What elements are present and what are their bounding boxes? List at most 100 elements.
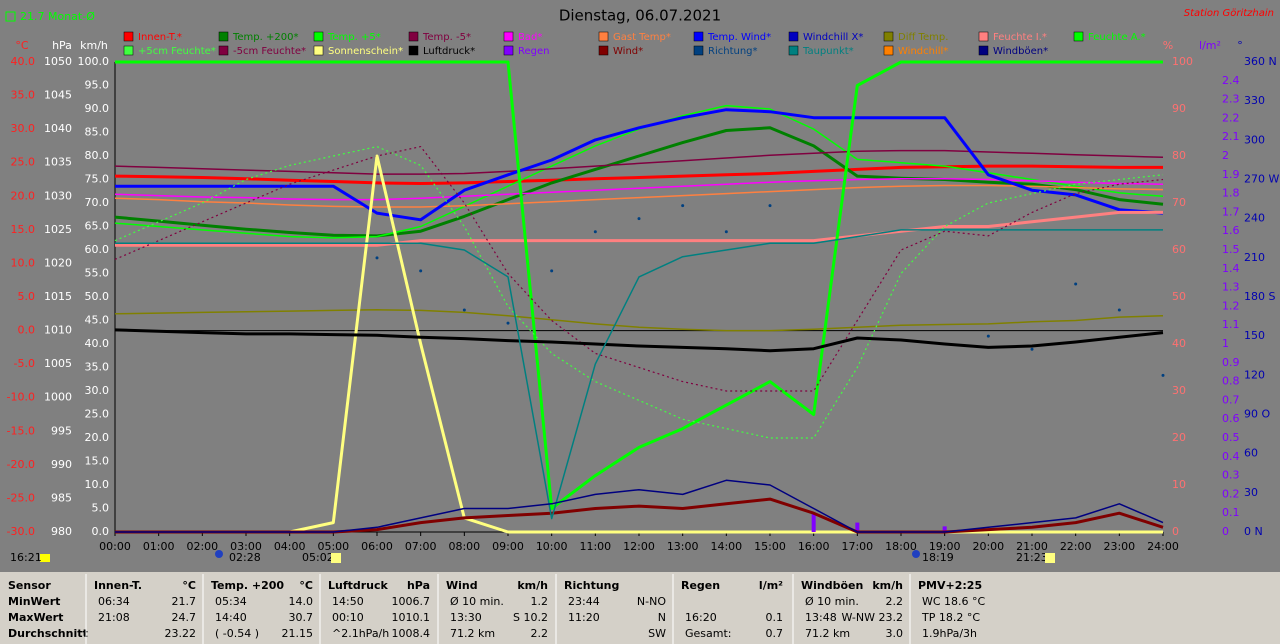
y-tick-label: 1035 bbox=[44, 156, 72, 169]
y-tick-label: 360 N bbox=[1244, 55, 1277, 68]
legend-swatch bbox=[123, 31, 134, 42]
y-tick-label: 2 bbox=[1222, 149, 1229, 162]
legend-label: Sonnenschein* bbox=[328, 46, 403, 57]
y-tick-label: 1.4 bbox=[1222, 262, 1240, 275]
y-tick-label: 10.0 bbox=[11, 256, 36, 269]
summary-table: Sensor MinWert MaxWert Durchschnitt Innen-T.… bbox=[8, 574, 986, 644]
y-tick-label: 30.0 bbox=[11, 122, 36, 135]
y-tick-label: 40.0 bbox=[11, 55, 36, 68]
direction-dot bbox=[550, 269, 554, 273]
legend-swatch bbox=[978, 45, 989, 56]
series-line bbox=[114, 146, 1164, 392]
y-tick-label: 50.0 bbox=[85, 290, 110, 303]
y-tick-label: 1.5 bbox=[1222, 243, 1240, 256]
y-tick-label: 90.0 bbox=[85, 102, 110, 115]
row-label: MinWert bbox=[8, 595, 60, 608]
legend-label: Gast Temp* bbox=[613, 32, 671, 43]
legend-label: Bad* bbox=[518, 32, 542, 43]
cell: Gesamt: bbox=[685, 627, 732, 640]
y-tick-label: 0.0 bbox=[18, 324, 36, 337]
legend-swatch bbox=[218, 45, 229, 56]
y-tick-label: 90 O bbox=[1244, 408, 1270, 421]
direction-dot bbox=[1074, 282, 1078, 286]
y-tick-label: 0.5 bbox=[1222, 431, 1240, 444]
cell: 23:44 bbox=[568, 595, 600, 608]
y-tick-label: -30.0 bbox=[7, 525, 35, 538]
y-tick-label: 75.0 bbox=[85, 173, 110, 186]
row-label: MaxWert bbox=[8, 611, 63, 624]
y-tick-label: 1020 bbox=[44, 256, 72, 269]
direction-dot bbox=[1030, 347, 1034, 351]
legend-swatch bbox=[408, 31, 419, 42]
group-title: Richtung bbox=[564, 579, 619, 592]
series-line bbox=[114, 146, 1164, 439]
cell: ( -0.54 ) bbox=[215, 627, 259, 640]
y-tick-label: 15.0 bbox=[85, 455, 110, 468]
cell: 16:20 bbox=[685, 611, 717, 624]
y-tick-label: 180 S bbox=[1244, 290, 1275, 303]
y-tick-label: 25.0 bbox=[85, 408, 110, 421]
y-tick-label: 0.0 bbox=[92, 525, 110, 538]
y-tick-label: 35.0 bbox=[85, 361, 110, 374]
y-tick-label: 1.1 bbox=[1222, 318, 1240, 331]
y-tick-label: 0 N bbox=[1244, 525, 1263, 538]
x-tick-label: 22:00 bbox=[1060, 540, 1092, 553]
x-tick-label: 04:00 bbox=[274, 540, 306, 553]
y-tick-label: 0.3 bbox=[1222, 469, 1240, 482]
legend-swatch bbox=[503, 31, 514, 42]
direction-dot bbox=[637, 217, 641, 221]
x-tick-label: 09:00 bbox=[492, 540, 524, 553]
x-tick-label: 18:00 bbox=[885, 540, 917, 553]
series-line bbox=[114, 178, 1164, 201]
y-tick-label: 1.9 bbox=[1222, 168, 1240, 181]
legend-label: -5cm Feuchte* bbox=[233, 46, 306, 57]
y-tick-label: -5.0 bbox=[14, 357, 35, 370]
group-unit: l/m² bbox=[759, 579, 783, 592]
direction-dot bbox=[462, 308, 466, 312]
y-tick-label: 0.2 bbox=[1222, 487, 1240, 500]
y-tick-label: 2.3 bbox=[1222, 93, 1240, 106]
series-line bbox=[114, 328, 1164, 353]
legend-label: Innen-T.* bbox=[138, 32, 182, 43]
x-tick-label: 01:00 bbox=[143, 540, 175, 553]
y-tick-label: 5.0 bbox=[92, 502, 110, 515]
sunset-time: 21:23 bbox=[1016, 551, 1048, 564]
legend-label: +5cm Feuchte* bbox=[138, 46, 216, 57]
legend-swatch bbox=[693, 45, 704, 56]
cell: 1.2 bbox=[531, 595, 549, 608]
y-tick-label: 1015 bbox=[44, 290, 72, 303]
legend-label: Regen bbox=[518, 46, 550, 57]
x-tick-label: 02:00 bbox=[186, 540, 218, 553]
cell: 00:10 bbox=[332, 611, 364, 624]
x-tick-label: 03:00 bbox=[230, 540, 262, 553]
y-tick-label: 0.4 bbox=[1222, 450, 1240, 463]
group-title: Temp. +200 bbox=[211, 579, 284, 592]
x-tick-label: 16:00 bbox=[798, 540, 830, 553]
legend-label: Richtung* bbox=[708, 46, 758, 57]
cell: 30.7 bbox=[289, 611, 314, 624]
legend-swatch bbox=[503, 45, 514, 56]
x-tick-label: 05:00 bbox=[317, 540, 349, 553]
legend-swatch bbox=[788, 45, 799, 56]
series-line bbox=[115, 479, 1164, 533]
y-tick-label: 35.0 bbox=[11, 89, 36, 102]
y-tick-label: 100.0 bbox=[78, 55, 110, 68]
group-title: Innen-T. bbox=[94, 579, 142, 592]
group-title: Regen bbox=[681, 579, 720, 592]
x-tick-label: 14:00 bbox=[710, 540, 742, 553]
cell: 0.1 bbox=[766, 611, 784, 624]
y-tick-label: 1.3 bbox=[1222, 281, 1240, 294]
y-tick-label: 80 bbox=[1172, 149, 1186, 162]
legend-swatch bbox=[1073, 31, 1084, 42]
now-icon bbox=[40, 554, 50, 562]
direction-dot bbox=[986, 334, 990, 338]
y-tick-label: 30 bbox=[1172, 384, 1186, 397]
cell: 3.0 bbox=[886, 627, 904, 640]
legend-label: Windchill X* bbox=[803, 32, 863, 43]
axis-unit: km/h bbox=[80, 39, 108, 52]
y-tick-label: 1045 bbox=[44, 89, 72, 102]
y-tick-label: 40.0 bbox=[85, 337, 110, 350]
y-tick-label: -15.0 bbox=[7, 424, 35, 437]
direction-dot bbox=[681, 204, 685, 208]
legend-swatch bbox=[313, 45, 324, 56]
